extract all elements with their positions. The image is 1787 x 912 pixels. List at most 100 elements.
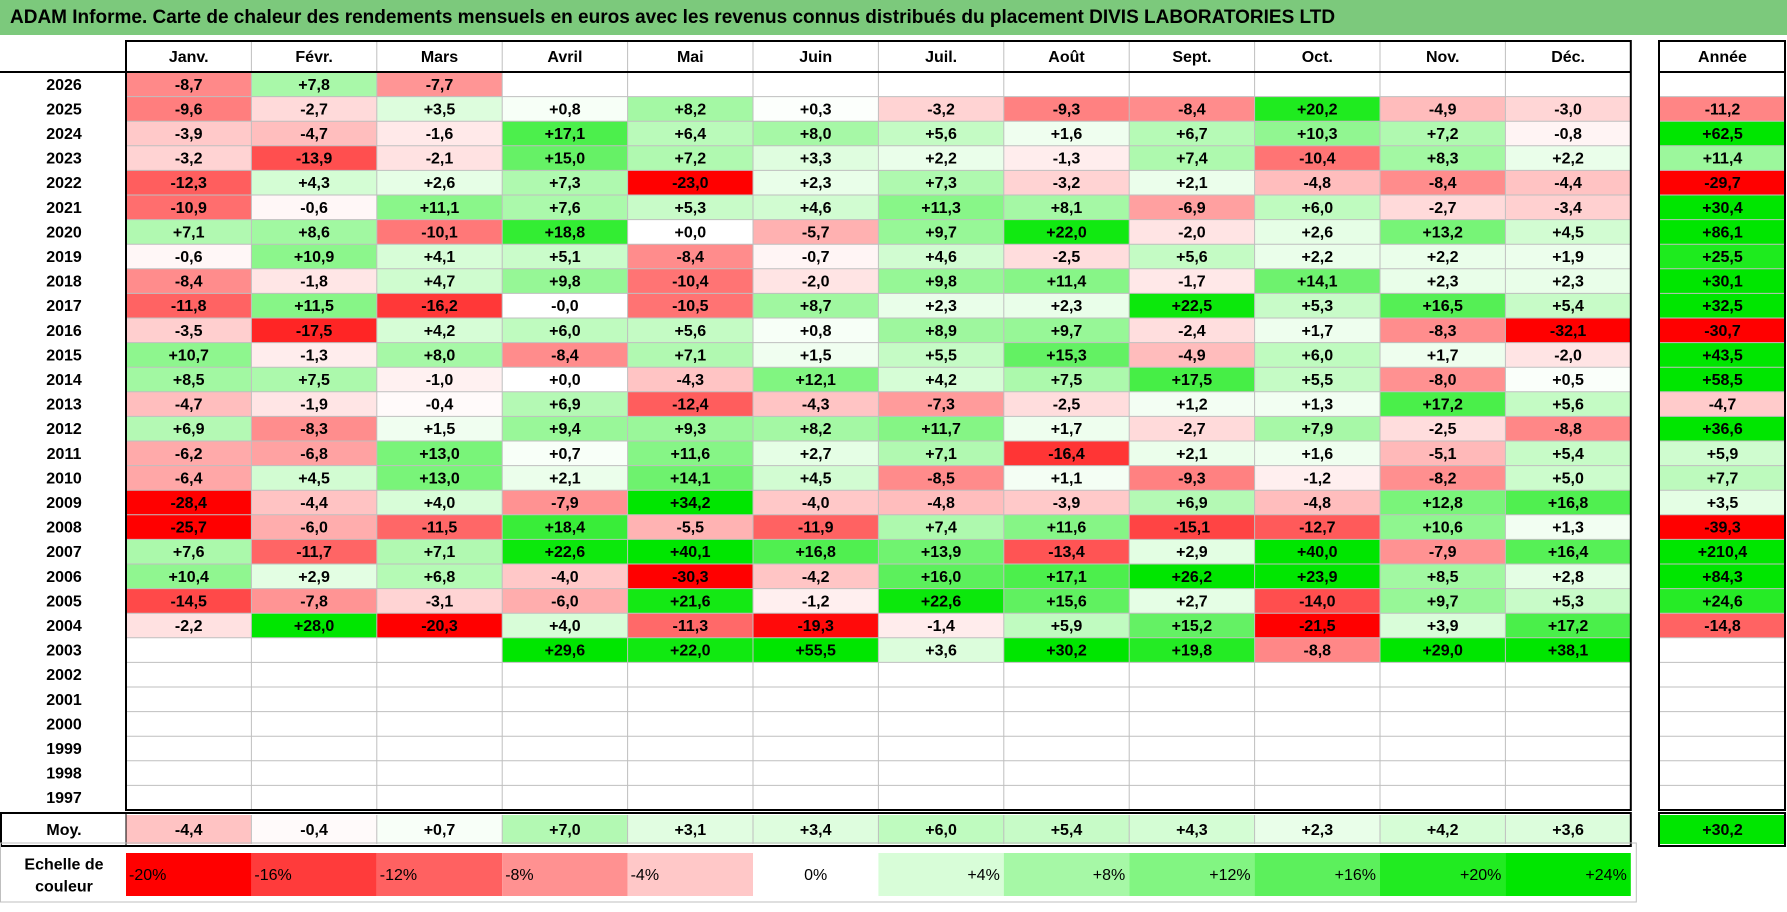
heatmap-cell xyxy=(1003,244,1130,269)
heatmap-cell xyxy=(251,760,377,786)
heatmap-cell xyxy=(627,219,753,245)
scale-tick-label: +8% xyxy=(1093,867,1125,884)
heatmap-cell xyxy=(1003,219,1130,245)
annual-cell xyxy=(1659,391,1786,417)
year-header: Année xyxy=(1698,49,1747,66)
heatmap-cell xyxy=(627,416,753,441)
heatmap-cell xyxy=(1505,465,1631,491)
heatmap-cell xyxy=(1380,72,1506,97)
cell-value: -4,3 xyxy=(802,397,830,414)
heatmap-cell xyxy=(1254,195,1380,220)
heatmap-cell xyxy=(627,465,753,491)
cell-value: -4,4 xyxy=(300,495,328,512)
heatmap-cell xyxy=(1505,637,1631,663)
scale-swatch xyxy=(376,853,503,896)
heatmap-cell xyxy=(878,72,1004,97)
cell-value: +14,1 xyxy=(670,470,711,487)
heatmap-cell xyxy=(627,170,753,195)
heatmap-cell xyxy=(1254,711,1380,737)
heatmap-cell xyxy=(1254,465,1380,491)
heatmap-cell xyxy=(251,637,377,663)
cell-value: +8,1 xyxy=(1051,200,1083,217)
heatmap-cell xyxy=(627,391,753,417)
annual-cell xyxy=(1659,170,1786,195)
cell-value: +15,2 xyxy=(1172,618,1213,635)
cell-value: +2,2 xyxy=(925,151,957,168)
heatmap-cell xyxy=(753,342,879,368)
cell-value: -3,0 xyxy=(1554,101,1582,118)
cell-value: +40,1 xyxy=(670,544,711,561)
heatmap-cell xyxy=(1380,539,1506,564)
heatmap-cell xyxy=(1129,465,1255,491)
cell-value: +2,3 xyxy=(1427,274,1459,291)
cell-value: +8,0 xyxy=(424,347,456,364)
month-header: Janv. xyxy=(169,49,209,66)
cell-value: +2,7 xyxy=(1176,593,1208,610)
cell-value: -8,7 xyxy=(175,77,203,94)
average-value: +3,4 xyxy=(800,822,832,839)
average-value: +4,3 xyxy=(1176,822,1208,839)
heatmap-cell xyxy=(251,219,377,245)
cell-value: +2,2 xyxy=(1302,249,1334,266)
cell-value: +17,2 xyxy=(1548,618,1589,635)
cell-value: +8,5 xyxy=(173,372,205,389)
heatmap-cell xyxy=(1505,170,1631,195)
heatmap-cell xyxy=(1129,342,1255,368)
heatmap-cell xyxy=(1129,662,1255,687)
cell-value: -20,3 xyxy=(421,618,458,635)
heatmap-cell xyxy=(1254,662,1380,687)
cell-value: +5,6 xyxy=(925,126,957,143)
heatmap-cell xyxy=(1129,637,1255,663)
cell-value: +17,5 xyxy=(1172,372,1213,389)
heatmap-cell xyxy=(126,121,252,146)
heatmap-cell xyxy=(627,318,753,343)
heatmap-cell xyxy=(251,293,377,318)
heatmap-cell xyxy=(878,711,1004,737)
heatmap-cell xyxy=(753,145,879,171)
heatmap-cell xyxy=(753,391,879,417)
annual-cell xyxy=(1659,736,1786,761)
cell-value: +8,2 xyxy=(800,421,832,438)
cell-value: +21,6 xyxy=(670,593,711,610)
cell-value: -8,4 xyxy=(551,347,579,364)
cell-value: +17,1 xyxy=(1046,569,1087,586)
heatmap-cell xyxy=(627,72,753,97)
heatmap-cell xyxy=(753,416,879,441)
heatmap-cell xyxy=(1129,318,1255,343)
heatmap-cell xyxy=(1505,785,1631,810)
heatmap-cell xyxy=(1380,293,1506,318)
annual-value: +11,4 xyxy=(1703,151,1743,168)
cell-value: -8,3 xyxy=(1429,323,1457,340)
cell-value: -23,0 xyxy=(672,175,709,192)
cell-value: +5,3 xyxy=(675,200,707,217)
cell-value: -2,1 xyxy=(426,151,454,168)
cell-value: -10,1 xyxy=(421,224,458,241)
annual-cell xyxy=(1659,711,1786,737)
heatmap-cell xyxy=(1380,711,1506,737)
year-label: 2019 xyxy=(46,249,82,266)
cell-value: -2,2 xyxy=(175,618,203,635)
heatmap-cell xyxy=(126,367,252,392)
cell-value: +13,2 xyxy=(1422,224,1463,241)
heatmap-cell xyxy=(126,318,252,343)
heatmap-cell xyxy=(1380,564,1506,589)
heatmap-cell xyxy=(126,490,252,515)
heatmap-cell xyxy=(753,490,879,515)
heatmap-cell xyxy=(251,367,377,392)
cell-value: -10,4 xyxy=(1299,151,1336,168)
annual-value: -30,7 xyxy=(1704,323,1741,340)
year-label: 2024 xyxy=(46,126,82,143)
cell-value: -11,9 xyxy=(798,520,834,537)
heatmap-cell xyxy=(1380,195,1506,220)
heatmap-cell xyxy=(1003,367,1130,392)
cell-value: +7,4 xyxy=(925,520,957,537)
cell-value: +2,3 xyxy=(925,298,957,315)
heatmap-cell xyxy=(502,72,628,97)
heatmap-cell xyxy=(126,170,252,195)
heatmap-cell xyxy=(627,662,753,687)
heatmap-cell xyxy=(1254,121,1380,146)
annual-cell xyxy=(1659,145,1786,171)
heatmap-cell xyxy=(1380,441,1506,466)
heatmap-cell xyxy=(251,736,377,761)
